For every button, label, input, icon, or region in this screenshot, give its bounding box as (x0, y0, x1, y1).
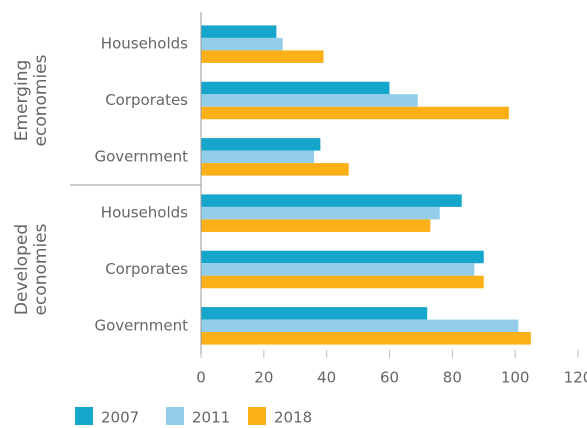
group-label: Emerging (12, 60, 32, 142)
bar (201, 37, 283, 51)
bar (201, 275, 484, 289)
legend-swatch (75, 407, 93, 425)
y-tick-label: Households (101, 35, 188, 53)
bar (201, 307, 428, 320)
bar (201, 332, 531, 345)
y-tick-label: Corporates (105, 91, 188, 109)
group-label: Developed (12, 224, 32, 315)
x-tick-label: 40 (317, 369, 336, 387)
group-label: economies (31, 54, 51, 146)
bar (201, 94, 418, 107)
x-tick-label: 120 (564, 369, 587, 387)
bar (201, 263, 475, 276)
legend-label: 2018 (274, 409, 312, 427)
bar (201, 25, 277, 38)
x-tick-label: 80 (443, 369, 462, 387)
legend-swatch (166, 407, 184, 425)
x-tick-label: 20 (254, 369, 273, 387)
y-tick-label: Households (101, 204, 188, 222)
legend-swatch (248, 407, 266, 425)
bar (201, 106, 509, 120)
bar (201, 219, 431, 232)
bar (201, 138, 321, 151)
x-tick-label: 0 (196, 369, 206, 387)
y-tick-label: Government (94, 147, 188, 165)
y-tick-label: Corporates (105, 260, 188, 278)
legend-label: 2007 (101, 409, 139, 427)
legend-label: 2011 (192, 409, 230, 427)
group-label: economies (31, 223, 51, 315)
x-tick-label: 100 (501, 369, 530, 387)
bar (201, 50, 324, 63)
bar (201, 81, 390, 95)
x-tick-label: 60 (380, 369, 399, 387)
bar (201, 163, 349, 176)
bar (201, 250, 484, 264)
y-tick-label: Government (94, 316, 188, 334)
bar (201, 150, 315, 164)
bar (201, 206, 440, 220)
bar (201, 319, 519, 333)
bar (201, 194, 462, 207)
